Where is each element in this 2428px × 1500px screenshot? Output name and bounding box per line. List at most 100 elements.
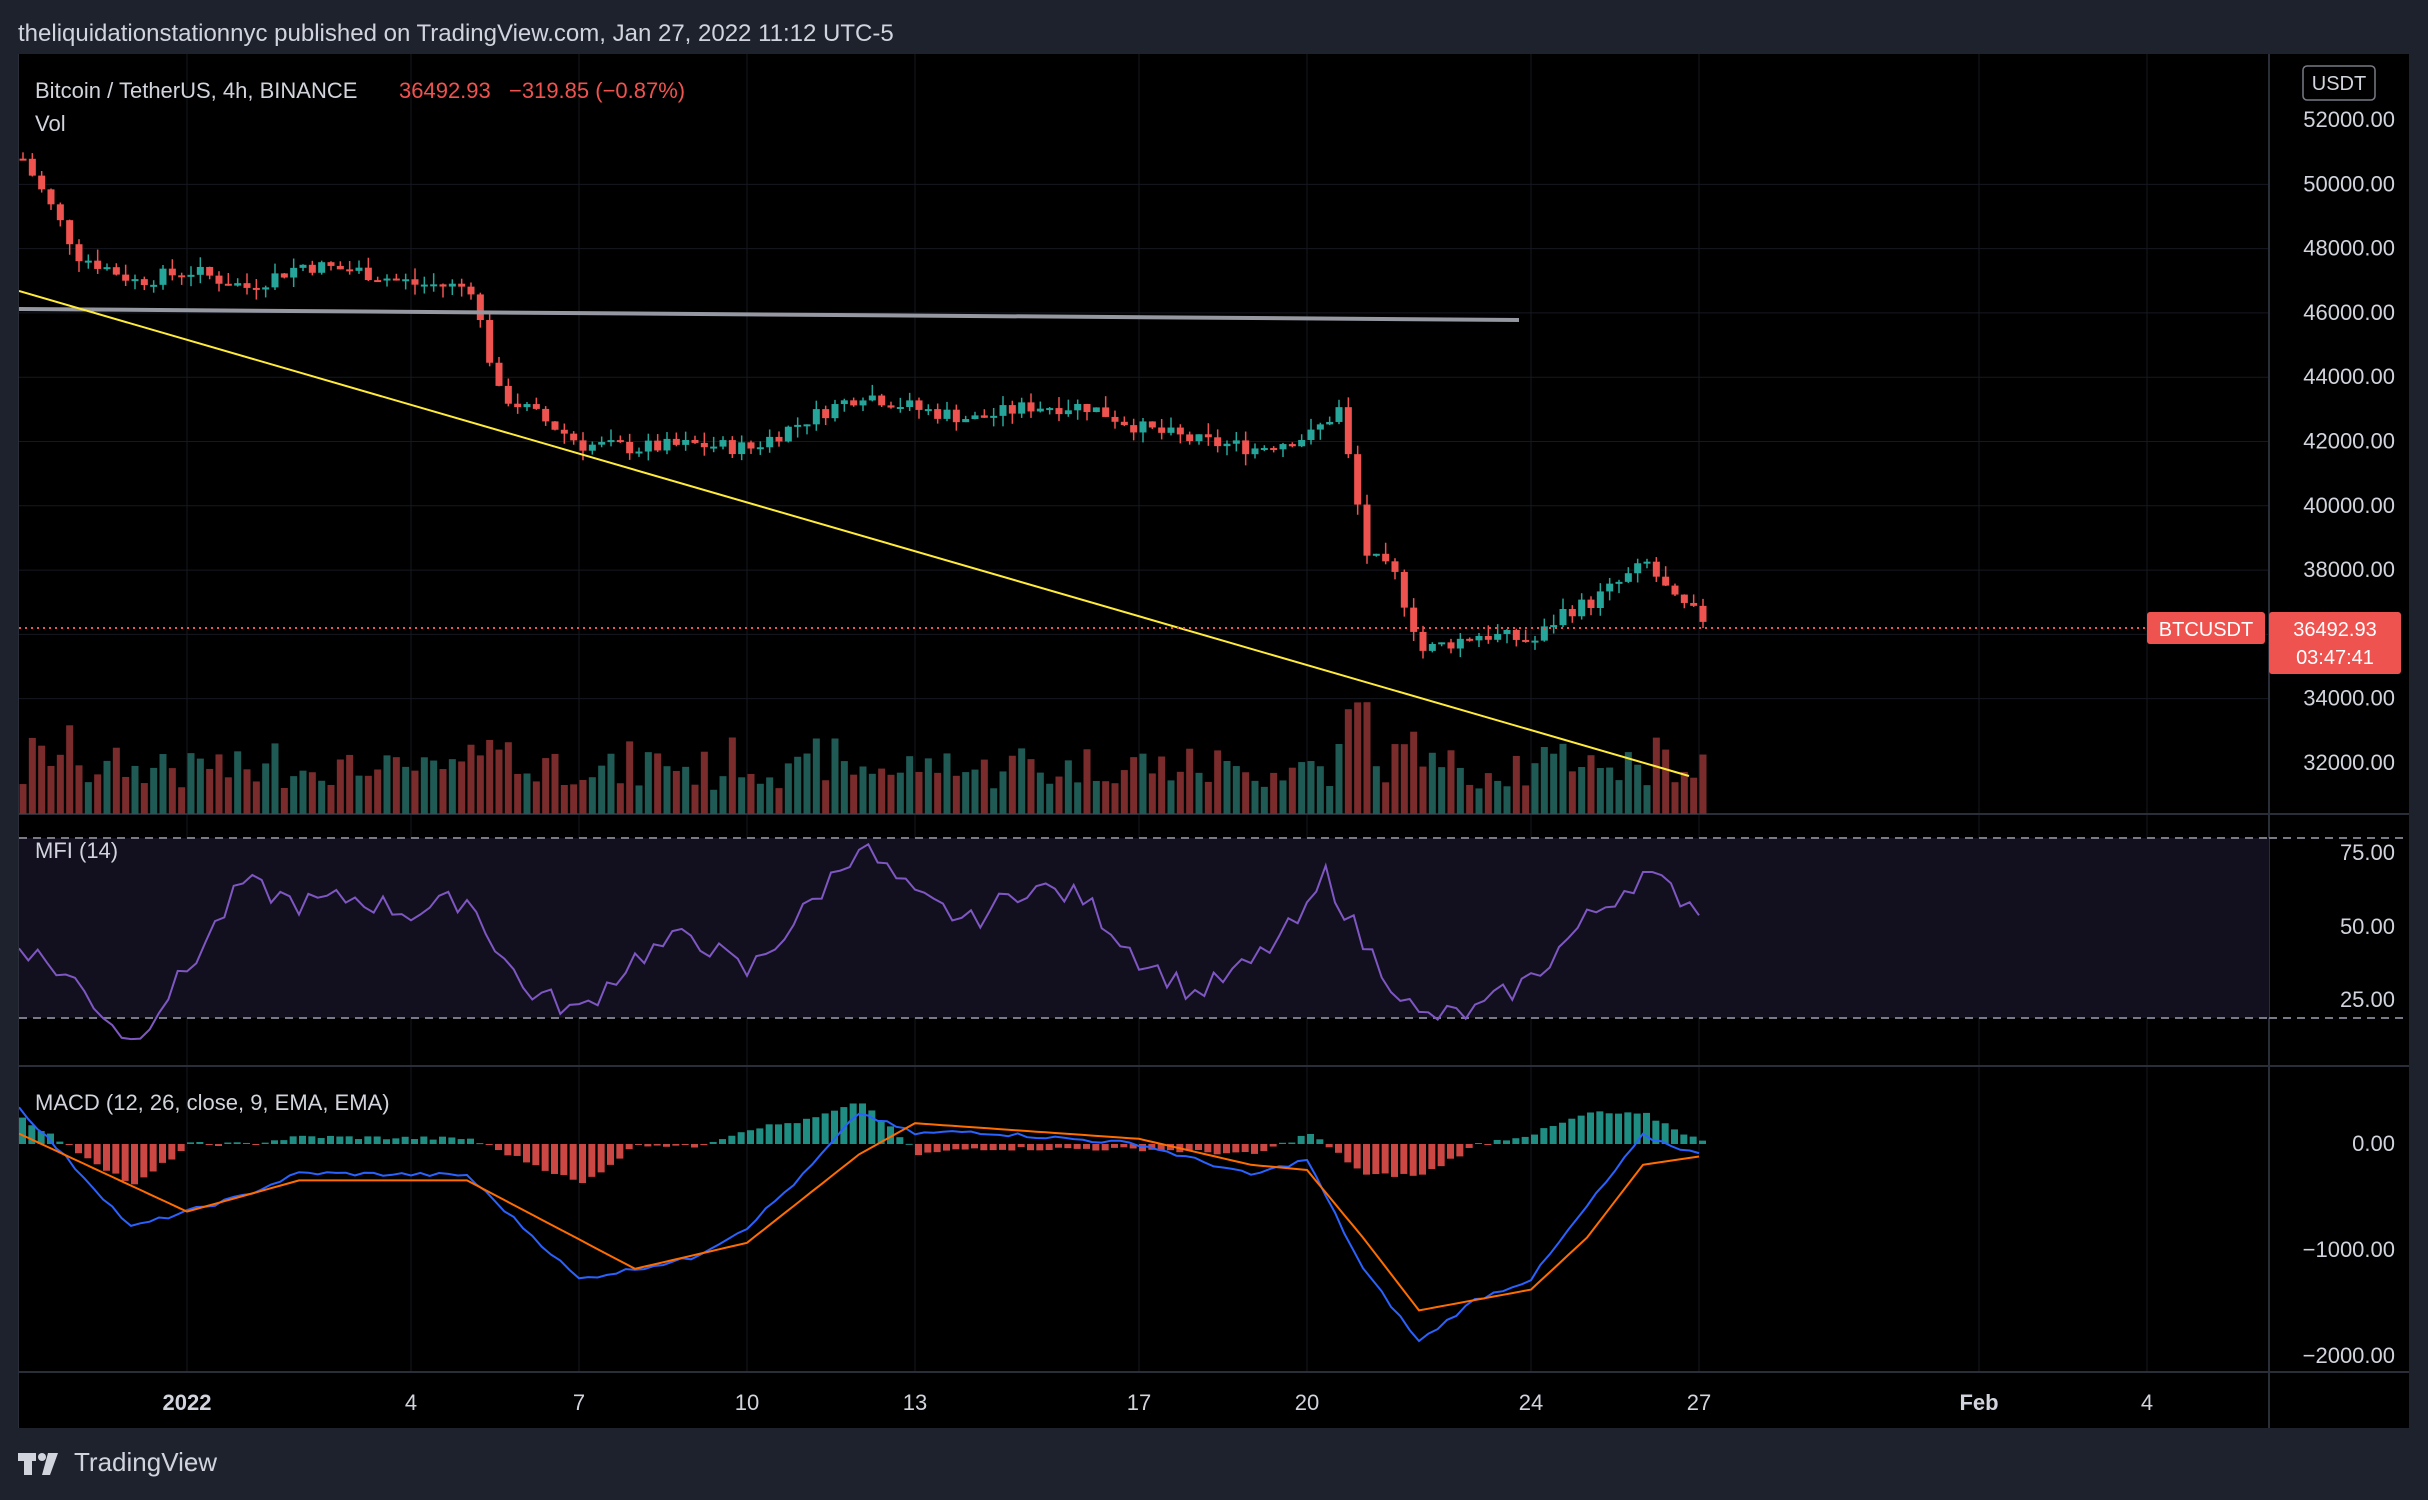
candle [971,415,979,420]
brand[interactable]: TradingView [18,1447,217,1478]
chart-frame[interactable]: Bitcoin / TetherUS, 4h, BINANCE 36492.93… [18,54,2409,1428]
volume-bar [1195,772,1203,814]
macd-histogram-bar [1615,1113,1622,1144]
time-label: 10 [735,1390,759,1415]
candle [943,409,951,419]
macd-histogram-bar [392,1138,400,1144]
candle [915,400,923,410]
macd-histogram-bar [924,1144,932,1153]
macd-histogram-bar [1195,1144,1202,1151]
volume-bar [271,743,279,814]
macd-histogram-bar [1045,1144,1053,1150]
candle [1550,625,1558,628]
volume-bar [1624,752,1632,814]
candle [878,395,886,406]
macd-scale[interactable]: 0.00 −1000.00 −2000.00 [2303,1131,2395,1368]
macd-histogram-bar [364,1136,372,1144]
macd-histogram-bar [607,1144,614,1165]
candle [542,408,550,422]
resistance-line[interactable] [19,307,1520,322]
price-scale[interactable]: 52000.00 50000.00 48000.00 46000.00 44000.00… [2303,107,2395,775]
macd-histogram-bar [1260,1144,1268,1152]
volume-bar [1316,766,1324,814]
volume-bar [1447,750,1455,814]
candle [840,400,848,405]
volume-bar [476,755,484,814]
candle [402,279,410,282]
candle [1662,576,1670,586]
candle [47,189,55,205]
candle [1531,640,1539,643]
volume-bar [38,745,46,814]
candle [794,424,802,427]
candle [112,267,120,275]
volume-bar [738,777,746,814]
candle [682,440,690,445]
volume-bar [448,759,456,814]
macd-histogram-bar [1671,1129,1678,1144]
volume-bar [178,787,186,814]
volume-bar [1466,784,1474,814]
macd-histogram-bar [1073,1144,1081,1149]
volume-bar [1522,785,1530,814]
macd-histogram-bar [1643,1112,1650,1144]
currency-button[interactable] [2302,65,2376,101]
volume-bar [224,777,232,814]
volume-bar [542,758,550,814]
candle [1456,638,1464,649]
candle [1335,407,1343,422]
chart-canvas[interactable]: Bitcoin / TetherUS, 4h, BINANCE 36492.93… [19,54,2409,1428]
volume-bar [1083,749,1091,814]
macd-histogram-bar [1428,1144,1436,1169]
candle [644,440,652,452]
macd-histogram-bar [56,1141,64,1144]
volume-bar [1167,780,1175,814]
volume-bar [682,766,690,814]
candle [616,440,624,443]
time-axis[interactable]: 2022 4 7 10 13 17 20 24 27 Feb 4 [163,1390,2154,1415]
mfi-scale[interactable]: 75.00 50.00 25.00 [2340,840,2395,1012]
macd-histogram-bar [65,1144,73,1145]
volume-bar [1064,760,1072,814]
candle [570,433,578,441]
candle [159,268,167,285]
signal-line [19,1122,1700,1312]
candle [1447,642,1455,649]
volume-bar [1494,780,1502,814]
candle [1046,408,1054,411]
macd-histogram-bar [1363,1144,1370,1175]
volume-bar [1540,747,1548,814]
volume-bar [243,769,251,814]
macd-histogram-bar [1297,1135,1305,1144]
macd-histogram-bar [1596,1111,1604,1144]
volume-bar [896,772,904,814]
macd-histogram-bar [700,1144,708,1146]
macd-histogram-bar [19,1117,26,1144]
time-label: 17 [1127,1390,1151,1415]
candle [1307,429,1315,440]
volume-bar [1242,772,1250,814]
candle [411,279,419,285]
volume-bar [1214,750,1222,814]
macd-histogram-bar [1652,1120,1660,1144]
macd-histogram-bar [737,1132,745,1144]
candlestick-series[interactable] [19,152,1707,659]
time-label: 4 [405,1390,417,1415]
volume-bar [1204,781,1212,814]
volume-bar [1382,782,1390,814]
volume-bar [327,784,335,814]
macd-histogram-bar [47,1133,54,1144]
volume-bar [1298,762,1306,814]
macd-histogram-bar [793,1123,801,1144]
volume-bar [56,754,64,814]
macd-histogram-bar [37,1131,45,1144]
candle [1428,644,1436,651]
macd-histogram-bar [1055,1144,1062,1148]
volume-bar [1008,755,1016,814]
trend-line[interactable] [19,290,1690,777]
macd-histogram-bar [784,1123,792,1144]
candle [999,405,1007,416]
macd-histogram-bar [635,1144,642,1145]
grid [19,54,2269,1372]
candle [262,287,270,290]
